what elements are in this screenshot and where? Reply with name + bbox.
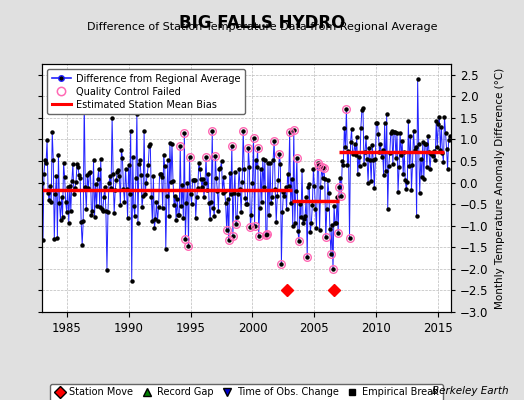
Text: Berkeley Earth: Berkeley Earth (432, 386, 508, 396)
Text: BIG FALLS HYDRO: BIG FALLS HYDRO (179, 14, 345, 32)
Text: Difference of Station Temperature Data from Regional Average: Difference of Station Temperature Data f… (87, 22, 437, 32)
Legend: Station Move, Record Gap, Time of Obs. Change, Empirical Break: Station Move, Record Gap, Time of Obs. C… (50, 384, 443, 400)
Y-axis label: Monthly Temperature Anomaly Difference (°C): Monthly Temperature Anomaly Difference (… (495, 67, 505, 309)
